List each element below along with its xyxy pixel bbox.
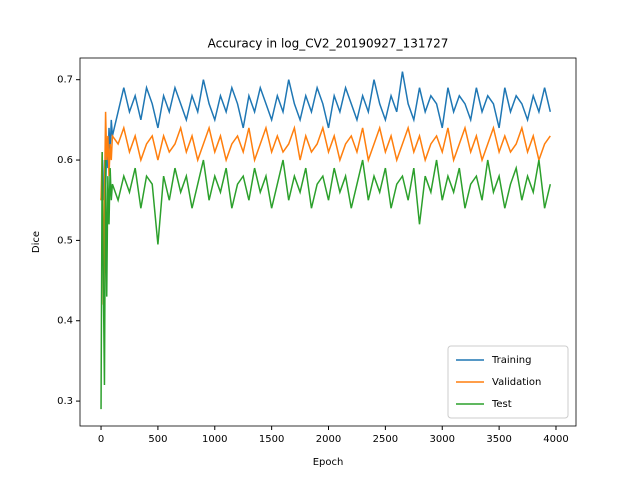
legend-box [447,345,569,419]
legend-label: Test [491,399,512,410]
series-line [100,152,552,410]
legend-label: Validation [492,377,541,388]
x-tick-label: 0 [98,434,104,445]
series-line [100,111,551,305]
x-tick-label: 500 [148,434,167,445]
y-tick-label: 0.4 [57,316,73,327]
chart-title: Accuracy in log_CV2_20190927_131727 [208,37,449,51]
legend-label: Training [491,355,531,366]
x-tick-label: 2000 [316,434,341,445]
y-tick-label: 0.6 [57,155,73,166]
x-tick-label: 3500 [486,434,511,445]
y-tick-label: 0.5 [57,235,73,246]
y-axis-label: Dice [31,231,42,253]
x-tick-label: 1000 [202,434,227,445]
x-tick-label: 4000 [543,434,568,445]
y-tick-label: 0.3 [57,396,73,407]
x-tick-label: 3000 [430,434,455,445]
x-tick-label: 1500 [259,434,284,445]
series-line [100,71,552,201]
y-tick-label: 0.7 [57,75,73,86]
x-tick-label: 2500 [373,434,398,445]
x-axis-label: Epoch [313,457,344,468]
plot-frame [79,57,577,427]
